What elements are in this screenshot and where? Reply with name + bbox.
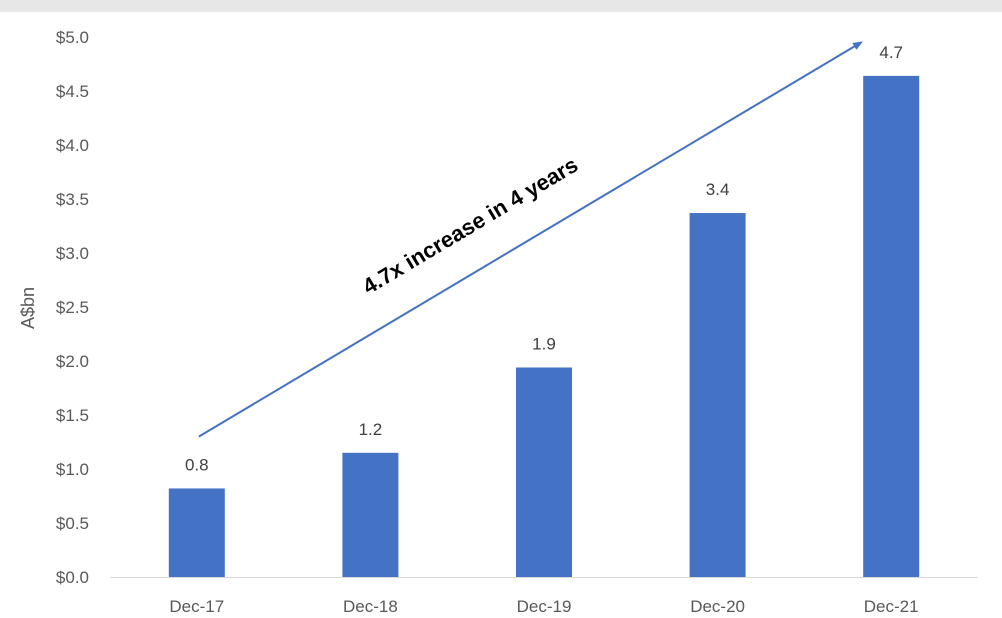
x-tick-label: Dec-21 — [864, 597, 919, 616]
data-label: 0.8 — [185, 455, 209, 474]
data-labels: 0.8 1.2 1.9 3.4 4.7 — [185, 43, 903, 475]
x-tick-label: Dec-18 — [343, 597, 398, 616]
top-strip — [0, 0, 1002, 12]
x-tick-label: Dec-17 — [169, 597, 224, 616]
y-tick-label: $0.0 — [56, 568, 89, 587]
bar — [516, 367, 572, 577]
data-label: 1.2 — [359, 420, 383, 439]
y-tick-label: $3.0 — [56, 244, 89, 263]
bar — [863, 75, 920, 577]
y-tick-label: $2.5 — [56, 298, 89, 317]
y-tick-label: $5.0 — [56, 28, 89, 47]
y-tick-label: $1.0 — [56, 460, 89, 479]
bar — [342, 452, 399, 577]
data-label: 1.9 — [532, 334, 556, 353]
y-axis-title: A$bn — [18, 287, 38, 329]
data-label: 3.4 — [706, 180, 730, 199]
x-axis-ticks: Dec-17 Dec-18 Dec-19 Dec-20 Dec-21 — [169, 597, 918, 616]
trend-arrow — [198, 41, 863, 438]
x-tick-label: Dec-19 — [517, 597, 572, 616]
bar — [689, 213, 746, 578]
y-tick-label: $4.0 — [56, 136, 89, 155]
y-axis-ticks: $0.0 $0.5 $1.0 $1.5 $2.0 $2.5 $3.0 $3.5 $4.0 $4.5… — [56, 28, 89, 587]
y-tick-label: $3.5 — [56, 190, 89, 209]
y-tick-label: $2.0 — [56, 352, 89, 371]
annotation-text: 4.7x increase in 4 years — [358, 152, 582, 299]
y-tick-label: $4.5 — [56, 82, 89, 101]
data-label: 4.7 — [879, 43, 903, 62]
y-tick-label: $1.5 — [56, 406, 89, 425]
bar — [168, 488, 225, 577]
y-tick-label: $0.5 — [56, 514, 89, 533]
x-tick-label: Dec-20 — [690, 597, 745, 616]
bars — [168, 75, 920, 578]
